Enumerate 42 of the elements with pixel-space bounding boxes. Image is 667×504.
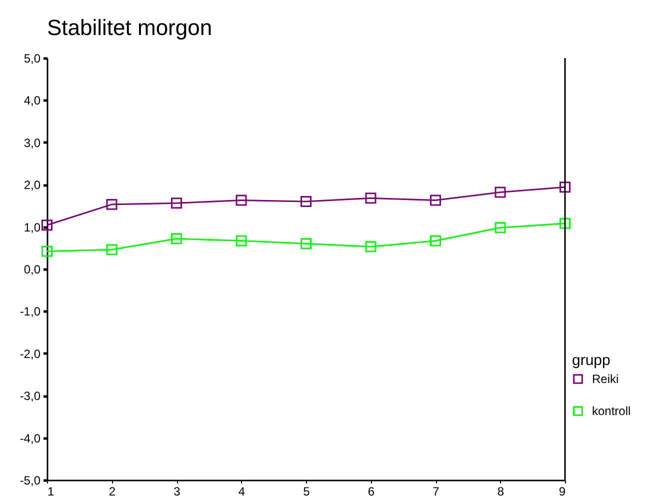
y-tick-label: 2,0 (24, 178, 41, 192)
point (236, 235, 247, 246)
point (365, 241, 376, 252)
x-tick-label: 8 (497, 484, 504, 498)
x-tick-label: 2 (108, 484, 116, 498)
legend-label: kontroll (592, 404, 631, 418)
y-tick-label: -4,0 (20, 431, 41, 446)
point (560, 218, 570, 229)
x-tick-label: 9 (558, 484, 566, 498)
point (236, 194, 247, 206)
point (171, 233, 182, 244)
x-tick-label: 7 (432, 484, 440, 498)
x-tick-label: 5 (303, 484, 310, 498)
x-tick-label: 3 (174, 484, 181, 498)
y-tick-label: -1,0 (20, 304, 41, 319)
point (300, 196, 312, 207)
x-tick-label: 1 (48, 484, 54, 498)
point (430, 235, 441, 246)
legend-label: Reiki (592, 372, 619, 386)
point (171, 198, 182, 209)
point (42, 246, 52, 257)
y-tick-label: 5,0 (24, 52, 41, 66)
chart-title: Stabilitet morgon (47, 15, 212, 40)
point (494, 222, 506, 234)
point (560, 182, 570, 193)
y-tick-label: 3,0 (24, 136, 41, 150)
point (365, 192, 376, 204)
point (494, 186, 506, 198)
x-tick-label: 4 (238, 484, 246, 498)
y-tick-label: 0,0 (24, 262, 41, 276)
point (42, 220, 52, 231)
legend-title: grupp (572, 352, 610, 369)
y-tick-label: 4,0 (24, 94, 41, 108)
y-tick-label: 1,0 (24, 220, 41, 234)
y-tick-label: -2,0 (20, 346, 41, 361)
point (300, 238, 312, 250)
point (430, 194, 441, 206)
x-tick-label: 6 (368, 484, 375, 498)
point (106, 198, 118, 210)
y-tick-label: -3,0 (20, 389, 41, 404)
point (106, 244, 118, 256)
y-tick-label: -5,0 (20, 474, 41, 488)
